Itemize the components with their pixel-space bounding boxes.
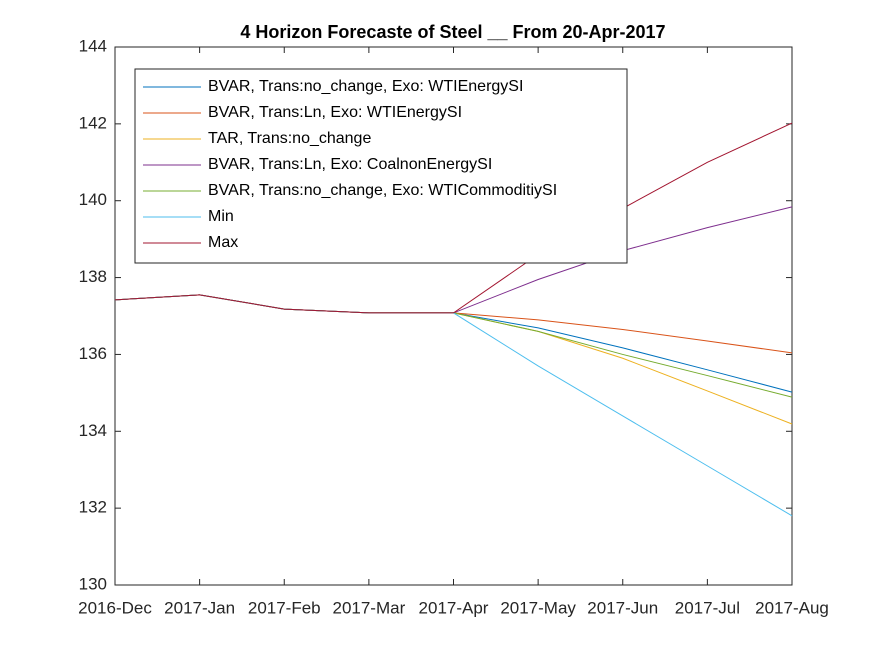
y-tick-label: 130 (79, 574, 107, 593)
legend-label: Max (208, 234, 238, 251)
legend-label: BVAR, Trans:Ln, Exo: CoalnonEnergySI (208, 156, 492, 173)
x-tick-label: 2017-Jul (675, 598, 740, 617)
legend-label: BVAR, Trans:no_change, Exo: WTICommoditi… (208, 182, 557, 199)
legend-label: Min (208, 208, 234, 225)
y-tick-label: 144 (79, 36, 107, 55)
chart-title: 4 Horizon Forecaste of Steel __ From 20-… (240, 22, 665, 42)
y-tick-label: 132 (79, 498, 107, 517)
legend-label: BVAR, Trans:no_change, Exo: WTIEnergySI (208, 78, 523, 95)
series-line (114, 122, 793, 314)
x-tick-label: 2017-Aug (755, 598, 829, 617)
legend-label: BVAR, Trans:Ln, Exo: WTIEnergySI (208, 104, 462, 121)
y-tick-label: 134 (79, 421, 107, 440)
y-tick-label: 142 (79, 113, 107, 132)
y-tick-label: 138 (79, 267, 107, 286)
x-tick-label: 2017-Feb (248, 598, 321, 617)
x-tick-label: 2017-Jan (164, 598, 235, 617)
legend-label: TAR, Trans:no_change (208, 130, 371, 147)
legend-box (134, 68, 628, 264)
y-tick-label: 136 (79, 344, 107, 363)
x-tick-label: 2017-Jun (587, 598, 658, 617)
x-tick-label: 2016-Dec (78, 598, 152, 617)
x-tick-label: 2017-Apr (419, 598, 489, 617)
y-tick-label: 140 (79, 190, 107, 209)
x-tick-label: 2017-May (500, 598, 576, 617)
x-tick-label: 2017-Mar (332, 598, 405, 617)
